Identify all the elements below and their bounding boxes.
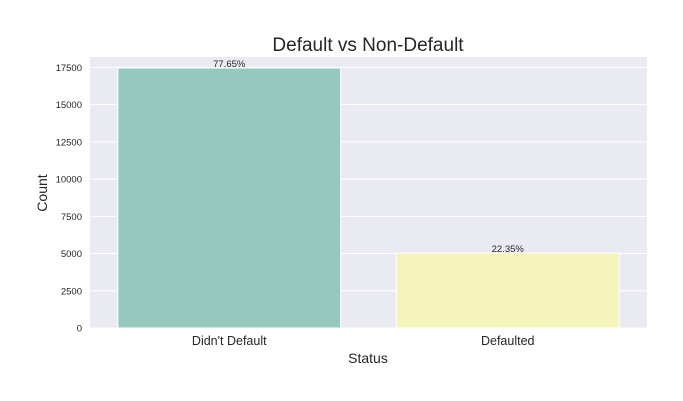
y-axis-ticks: 0 2500 5000 7500 10000 12500 15000 17500 bbox=[56, 63, 82, 335]
chart-title: Default vs Non-Default bbox=[272, 35, 464, 56]
bars bbox=[117, 67, 620, 329]
y-tick-label: 15000 bbox=[56, 100, 82, 111]
y-axis-label: Count bbox=[34, 174, 50, 211]
y-tick-label: 12500 bbox=[56, 137, 82, 148]
bar bbox=[117, 67, 342, 329]
y-tick-label: 17500 bbox=[56, 63, 82, 74]
y-tick-label: 5000 bbox=[61, 249, 82, 260]
y-tick-label: 0 bbox=[77, 324, 82, 335]
x-axis-label: Status bbox=[348, 350, 388, 366]
data-labels: 77.65% 22.35% bbox=[213, 59, 524, 255]
x-tick-label: Defaulted bbox=[481, 334, 535, 348]
data-label: 22.35% bbox=[492, 244, 525, 255]
x-axis-ticks: Didn't Default Defaulted bbox=[192, 334, 535, 348]
data-label: 77.65% bbox=[213, 59, 246, 70]
x-tick-label: Didn't Default bbox=[192, 334, 267, 348]
y-tick-label: 7500 bbox=[61, 212, 82, 223]
y-tick-label: 10000 bbox=[56, 175, 82, 186]
y-tick-label: 2500 bbox=[61, 286, 82, 297]
bar bbox=[395, 252, 620, 329]
